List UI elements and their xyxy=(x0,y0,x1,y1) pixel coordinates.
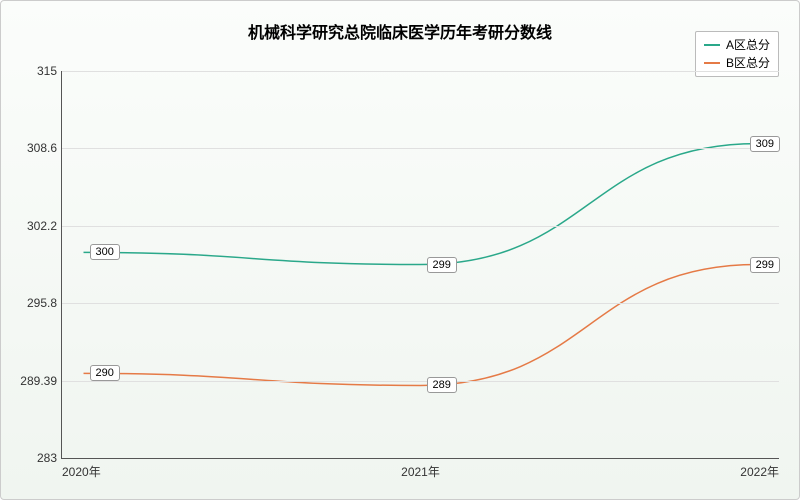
x-tick-label: 2022年 xyxy=(740,463,779,480)
data-label: 290 xyxy=(90,365,120,381)
data-label: 300 xyxy=(90,244,120,260)
chart-title: 机械科学研究总院临床医学历年考研分数线 xyxy=(248,19,552,43)
legend-label-b: B区总分 xyxy=(726,54,770,72)
gridline xyxy=(62,381,779,382)
series-line xyxy=(84,144,758,265)
y-tick-label: 289.39 xyxy=(12,374,57,388)
legend-item-b: B区总分 xyxy=(704,54,770,72)
gridline xyxy=(62,303,779,304)
data-label: 289 xyxy=(427,377,457,393)
x-tick-label: 2020年 xyxy=(62,463,101,480)
gridline xyxy=(62,226,779,227)
y-tick-label: 302.2 xyxy=(12,219,57,233)
data-label: 299 xyxy=(750,257,780,273)
y-tick-label: 308.6 xyxy=(12,141,57,155)
legend-label-a: A区总分 xyxy=(726,36,770,54)
series-line xyxy=(84,265,758,386)
gridline xyxy=(62,148,779,149)
gridline xyxy=(62,71,779,72)
legend-swatch-a xyxy=(704,44,720,46)
line-svg xyxy=(62,71,779,458)
legend-swatch-b xyxy=(704,62,720,64)
plot-area: 283289.39295.8302.2308.63152020年2021年202… xyxy=(61,71,779,459)
data-label: 299 xyxy=(427,257,457,273)
data-label: 309 xyxy=(750,136,780,152)
chart-container: 机械科学研究总院临床医学历年考研分数线 A区总分 B区总分 283289.392… xyxy=(0,0,800,500)
y-tick-label: 315 xyxy=(12,64,57,78)
y-tick-label: 283 xyxy=(12,451,57,465)
y-tick-label: 295.8 xyxy=(12,296,57,310)
x-tick-label: 2021年 xyxy=(401,463,440,480)
legend-item-a: A区总分 xyxy=(704,36,770,54)
